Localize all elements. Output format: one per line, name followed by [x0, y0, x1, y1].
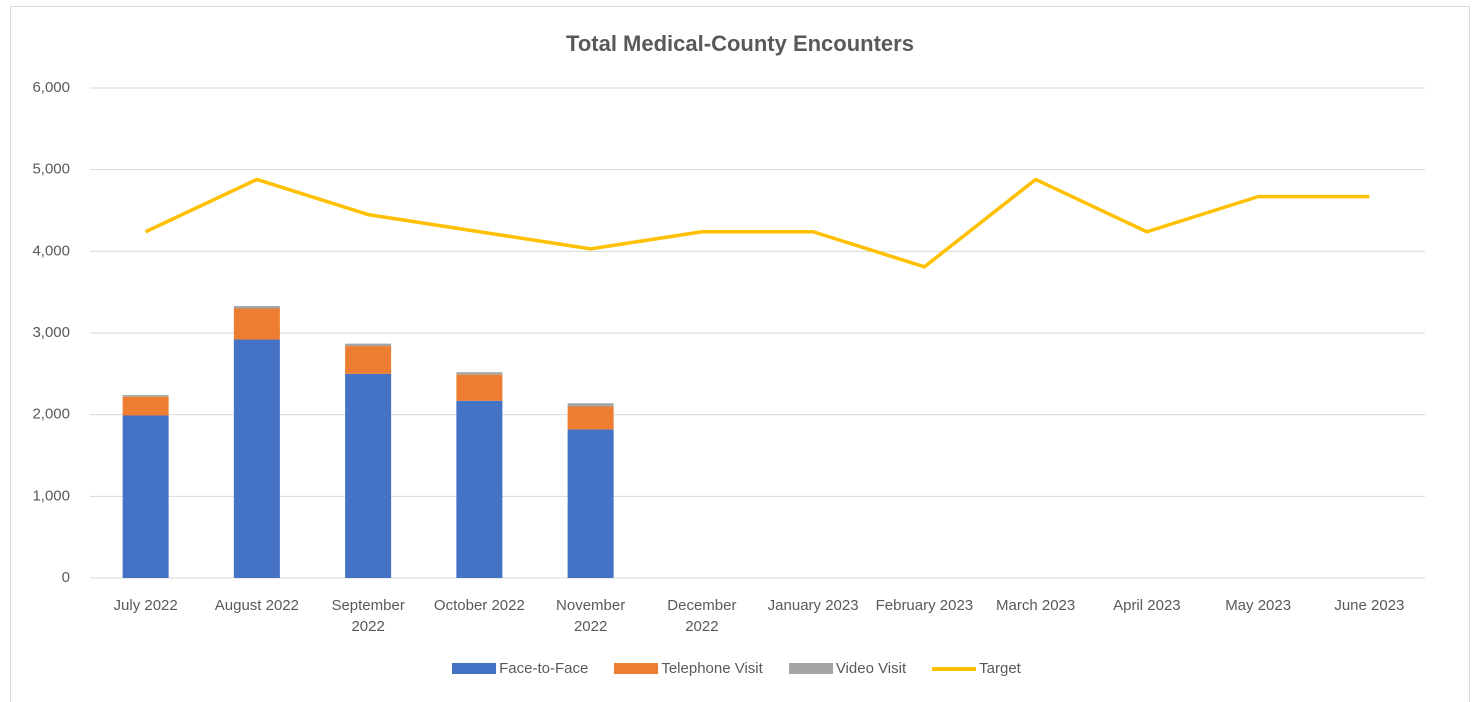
y-tick-label: 6,000 — [32, 79, 70, 96]
y-tick-label: 0 — [62, 569, 70, 586]
legend-label: Telephone Visit — [661, 660, 763, 677]
x-tick-label: September 2022 — [331, 597, 405, 635]
x-tick-label: November 2022 — [556, 597, 626, 635]
x-tick-label: June 2023 — [1334, 597, 1405, 614]
x-tick-label: August 2022 — [214, 597, 299, 614]
y-tick-label: 4,000 — [32, 242, 70, 259]
line — [144, 177, 1370, 269]
legend-label: Target — [979, 660, 1021, 677]
bar-segment — [456, 372, 503, 375]
bar-segment — [567, 403, 614, 407]
legend: Face-to-Face Telephone Visit Video Visit Ta… — [0, 660, 1473, 677]
x-tick-label: January 2023 — [767, 597, 859, 614]
y-tick-label: 2,000 — [32, 406, 70, 423]
x-tick-label: July 2022 — [113, 597, 178, 614]
x-tick-label: February 2023 — [875, 597, 974, 614]
bar-segment — [233, 306, 280, 309]
y-tick-label: 1,000 — [32, 487, 70, 504]
bar-segment — [233, 308, 280, 340]
legend-swatch — [614, 663, 659, 674]
bar-segment — [567, 406, 614, 430]
bar-segment — [345, 346, 392, 374]
x-tick-label: May 2023 — [1225, 597, 1292, 614]
x-tick-label: March 2023 — [996, 597, 1076, 614]
bar-segment — [122, 415, 169, 578]
bar-segment — [567, 429, 614, 578]
y-tick-label: 3,000 — [32, 324, 70, 341]
legend-item: Video Visit — [788, 660, 907, 677]
bar-segment — [456, 374, 503, 401]
bar-segment — [345, 343, 392, 347]
bar-segment — [122, 395, 169, 397]
chart-frame — [10, 6, 1470, 702]
x-tick-label: December 2022 — [667, 597, 737, 635]
legend-label: Video Visit — [835, 660, 907, 677]
legend-swatch — [452, 663, 497, 674]
legend-swatch — [932, 666, 977, 671]
chart-title: Total Medical-County Encounters — [566, 31, 914, 56]
x-tick-label: October 2022 — [433, 597, 525, 614]
legend-item: Face-to-Face — [452, 660, 588, 677]
legend-label: Face-to-Face — [499, 660, 589, 677]
y-tick-label: 5,000 — [32, 161, 70, 178]
bar-segment — [345, 373, 392, 578]
bar-segment — [122, 396, 169, 416]
bar-segment — [233, 339, 280, 578]
legend-item: Telephone Visit — [614, 660, 763, 677]
x-tick-label: April 2023 — [1113, 597, 1181, 614]
legend-item: Target — [932, 660, 1021, 677]
legend-swatch — [788, 663, 833, 674]
bar-segment — [456, 400, 503, 578]
